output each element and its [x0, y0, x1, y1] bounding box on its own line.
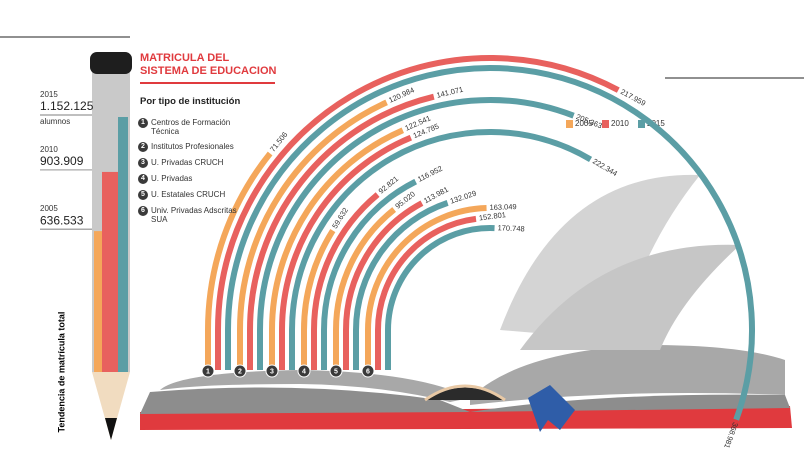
value-label: 141.071	[436, 85, 464, 100]
group-marker	[361, 364, 375, 378]
value-label: 222.344	[591, 157, 619, 179]
total-year: 2005	[40, 204, 58, 213]
arc-bar	[237, 99, 388, 370]
category-item: 1 Centros de Formación Técnica	[138, 118, 250, 136]
total-value: 903.909	[40, 154, 84, 168]
value-label: 116.952	[416, 164, 444, 184]
flying-page	[520, 244, 740, 350]
arc-bar	[385, 225, 495, 370]
group-number: 2	[238, 368, 242, 375]
arc-bar	[375, 215, 477, 370]
title: MATRICULA DEL SISTEMA DE EDUCACION	[140, 52, 277, 78]
group-marker	[297, 364, 311, 378]
arcs	[205, 55, 755, 421]
group-marker	[201, 364, 215, 378]
category-item: 2 Institutos Profesionales	[138, 142, 250, 152]
arc-bar	[353, 200, 449, 370]
totals-title: Tendencia de matrícula total	[56, 312, 66, 433]
total-bar	[102, 171, 118, 372]
legend-swatch	[566, 120, 573, 128]
category-label: U. Estatales CRUCH	[151, 190, 226, 199]
group-number: 1	[206, 368, 210, 375]
pencil-lead	[105, 418, 117, 440]
book-spine-edge	[424, 384, 506, 402]
total-bar	[118, 117, 128, 372]
value-label: 170.748	[497, 223, 524, 233]
category-number: 2	[138, 142, 148, 152]
legend-swatch	[602, 120, 609, 128]
group-number: 5	[334, 368, 338, 375]
arc-bar	[247, 93, 435, 370]
title-line: SISTEMA DE EDUCACION	[140, 65, 277, 77]
total-unit: alumnos	[40, 117, 70, 126]
book	[140, 174, 792, 432]
category-label: Institutos Profesionales	[151, 142, 234, 151]
arc-bar	[279, 134, 413, 370]
category-number: 1	[138, 118, 148, 128]
title-line: MATRICULA DEL	[140, 52, 230, 64]
arc-bar	[205, 151, 273, 370]
category-label: Centros de Formación Técnica	[151, 118, 231, 136]
arc-bar	[301, 228, 336, 370]
total-value: 1.152.125	[40, 99, 94, 113]
title-rule	[140, 82, 275, 84]
arc-bar	[321, 178, 417, 370]
total-year: 2015	[40, 90, 58, 99]
category-label: U. Privadas CRUCH	[151, 158, 224, 167]
category-item: 3 U. Privadas CRUCH	[138, 158, 250, 168]
arc-bar	[269, 127, 404, 370]
arc-bar	[333, 207, 397, 370]
total-bar	[94, 231, 102, 372]
group-marker	[233, 364, 247, 378]
value-label: 152.801	[478, 210, 506, 222]
legend-label: 2010	[611, 119, 629, 128]
pencil-eraser	[90, 52, 132, 74]
group-number: 4	[302, 368, 306, 375]
category-item: 6 Univ. Privadas Adscritas SUA	[138, 206, 250, 224]
category-number: 4	[138, 174, 148, 184]
category-number: 6	[138, 206, 148, 216]
category-number: 3	[138, 158, 148, 168]
group-marker	[265, 364, 279, 378]
bookmark	[528, 385, 575, 432]
arc-bar	[311, 192, 380, 370]
category-list: 1 Centros de Formación Técnica 2 Institutos…	[138, 118, 250, 230]
arc-bar	[257, 97, 575, 370]
group-number: 6	[366, 368, 370, 375]
arc-bar	[343, 200, 424, 370]
arc-bar	[289, 129, 593, 370]
flying-page	[500, 174, 700, 340]
book-page	[140, 387, 470, 414]
value-label: 163.049	[489, 202, 516, 212]
group-number: 3	[270, 368, 274, 375]
arc-bar	[225, 65, 755, 421]
category-item: 5 U. Estatales CRUCH	[138, 190, 250, 200]
book-page	[160, 370, 470, 402]
total-year: 2010	[40, 145, 58, 154]
category-label: Univ. Privadas Adscritas SUA	[151, 206, 237, 224]
total-value: 636.533	[40, 213, 84, 227]
arc-bar	[365, 205, 487, 370]
legend-swatch	[638, 120, 645, 128]
category-item: 4 U. Privadas	[138, 174, 250, 184]
category-label: U. Privadas	[151, 174, 193, 183]
subtitle: Por tipo de institución	[140, 96, 241, 107]
legend-label: 2005	[575, 119, 593, 128]
value-label: 132.029	[449, 189, 478, 206]
pencil-tip	[92, 372, 130, 440]
group-marker	[329, 364, 343, 378]
arc-bar	[215, 55, 620, 370]
category-number: 5	[138, 190, 148, 200]
